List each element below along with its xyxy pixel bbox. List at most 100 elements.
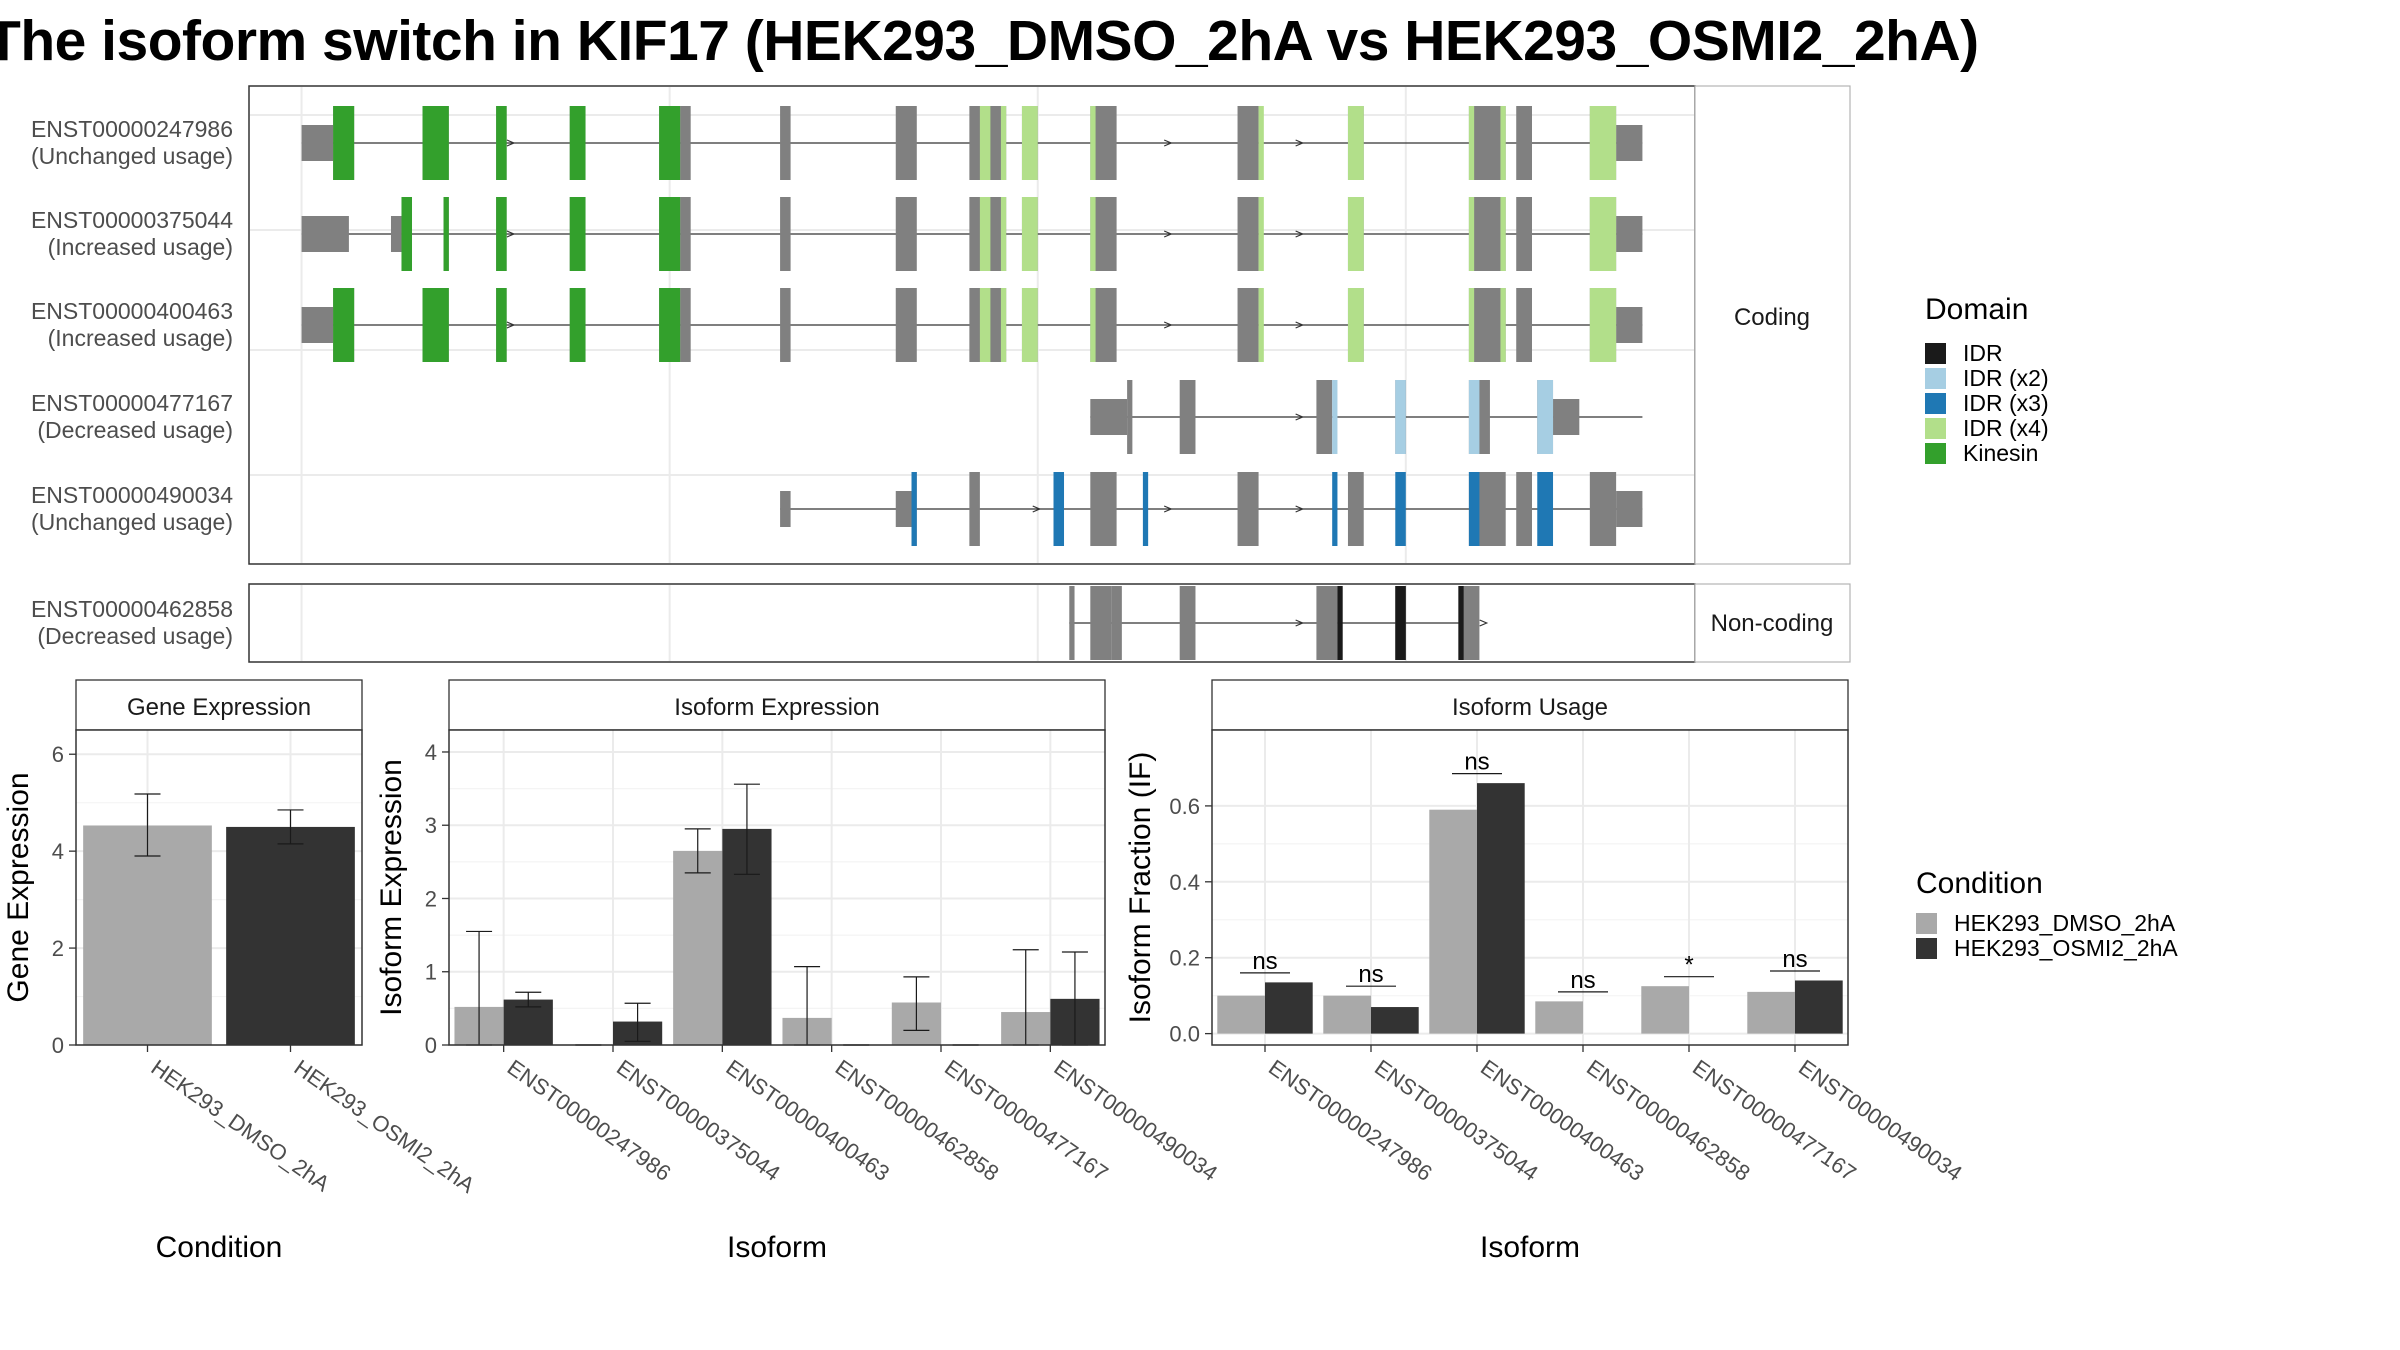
y-tick-label: 0 (52, 1033, 64, 1058)
x-axis-title: Isoform (727, 1231, 827, 1264)
y-tick-label: 1 (425, 960, 437, 985)
exon (895, 106, 917, 180)
direction-arrow (506, 230, 516, 238)
domain-block (1589, 288, 1617, 362)
direction-arrow (1163, 505, 1173, 513)
condition-legend-swatch (1916, 938, 1937, 959)
domain-block (1332, 380, 1338, 454)
domain-block (1000, 106, 1007, 180)
domain-block (1500, 106, 1506, 180)
panel-title: Isoform Usage (1452, 694, 1608, 721)
noncoding-strip-frame (1694, 583, 1851, 663)
exon (1237, 288, 1259, 362)
chart-title: The isoform switch in KIF17 (HEK293_DMSO… (0, 9, 1979, 73)
bar (1217, 995, 1265, 1034)
transcript-usage-label: (Increased usage) (48, 234, 233, 260)
domain-block (1458, 586, 1464, 660)
significance-label: * (1684, 952, 1693, 979)
bar (83, 825, 212, 1045)
x-axis-title: Isoform (1480, 1231, 1580, 1264)
panel-strip (1211, 679, 1849, 731)
direction-arrow (1295, 230, 1305, 238)
domain-block (1332, 472, 1338, 546)
bar (1747, 991, 1795, 1034)
utr-exon (1616, 125, 1643, 161)
direction-arrow (1295, 413, 1305, 421)
transcript-track: ENST00000400463(Increased usage) (31, 288, 1643, 362)
y-tick-label: 3 (425, 813, 437, 838)
transcript-id-label: ENST00000247986 (31, 116, 233, 142)
utr-exon (1616, 307, 1643, 343)
domain-block (401, 197, 413, 271)
domain-legend-label: IDR (1963, 340, 2003, 366)
utr-exon (780, 491, 791, 527)
y-tick-label: 4 (425, 740, 437, 765)
domain-block (1468, 472, 1480, 546)
domain-legend-swatch (1925, 368, 1946, 389)
y-axis-title: Gene Expression (2, 772, 35, 1002)
transcript-usage-label: (Decreased usage) (37, 623, 233, 649)
domain-legend-label: IDR (x4) (1963, 415, 2049, 441)
bar (1641, 986, 1689, 1034)
domain-legend-label: IDR (x2) (1963, 365, 2049, 391)
coding-strip-frame (1694, 85, 1851, 565)
domain-block (1395, 586, 1406, 660)
domain-block (1258, 106, 1264, 180)
utr-exon (1553, 399, 1580, 435)
domain-block (1090, 106, 1096, 180)
y-axis-title: Isoform Fraction (IF) (1124, 752, 1157, 1024)
domain-block (979, 288, 991, 362)
transcript-id-label: ENST00000490034 (31, 482, 233, 508)
domain-block (1000, 197, 1007, 271)
domain-block (333, 106, 355, 180)
domain-block (1589, 197, 1617, 271)
transcript-track: ENST00000247986(Unchanged usage) (31, 106, 1643, 180)
panel-strip (75, 679, 363, 731)
exon (1589, 472, 1617, 546)
domain-block (1395, 472, 1406, 546)
exon (1316, 586, 1338, 660)
transcript-tracks: ENST00000247986(Unchanged usage)ENST0000… (31, 106, 1643, 660)
domain-block (443, 197, 449, 271)
y-tick-label: 2 (425, 886, 437, 911)
domain-block (979, 106, 991, 180)
transcript-id-label: ENST00000375044 (31, 207, 233, 233)
significance-label: ns (1358, 961, 1383, 988)
domain-block (659, 288, 681, 362)
bar (673, 850, 723, 1045)
bar (1477, 783, 1525, 1034)
y-axis-title: Isoform Expression (375, 759, 408, 1016)
domain-block (1347, 106, 1364, 180)
exon (1090, 586, 1112, 660)
exon (895, 288, 917, 362)
transcript-id-label: ENST00000477167 (31, 390, 233, 416)
condition-legend-title: Condition (1916, 867, 2043, 900)
exon (1111, 586, 1122, 660)
condition-legend-label: HEK293_OSMI2_2hA (1954, 935, 2178, 961)
domain-block (569, 106, 586, 180)
transcript-usage-label: (Increased usage) (48, 325, 233, 351)
bar (1371, 1007, 1419, 1034)
domain-legend-title: Domain (1925, 293, 2028, 326)
domain-block (659, 106, 681, 180)
domain-legend-swatch (1925, 393, 1946, 414)
domain-block (1537, 472, 1554, 546)
domain-block (1090, 197, 1096, 271)
panel-strip (448, 679, 1106, 731)
domain-block (1142, 472, 1149, 546)
plot-frame (448, 729, 1106, 1046)
domain-block (1347, 288, 1364, 362)
significance-label: ns (1570, 967, 1595, 994)
domain-legend-label: IDR (x3) (1963, 390, 2049, 416)
domain-block (1258, 197, 1264, 271)
domain-block (1021, 197, 1038, 271)
coding-strip-label: Coding (1734, 304, 1810, 331)
domain-block (1021, 106, 1038, 180)
exon (1516, 106, 1532, 180)
plot-frame (1211, 729, 1849, 1046)
transcript-usage-label: (Decreased usage) (37, 417, 233, 443)
y-tick-label: 0.0 (1169, 1022, 1200, 1047)
